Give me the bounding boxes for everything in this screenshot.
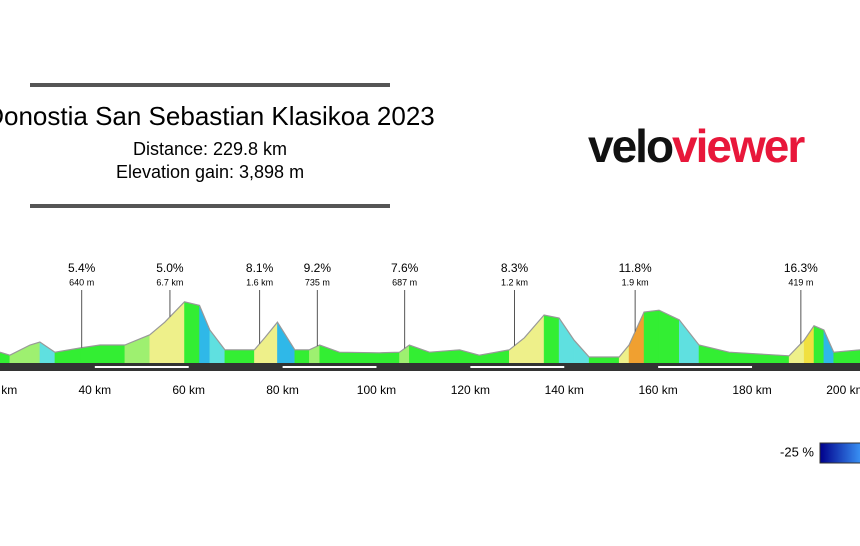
- x-tick-label: 120 km: [451, 383, 490, 397]
- chart-title: Donostia San Sebastian Klasikoa 2023: [0, 101, 435, 131]
- climb-gradient: 5.0%: [156, 261, 184, 275]
- logo: veloviewer: [588, 120, 805, 172]
- climb-length: 1.6 km: [246, 277, 273, 287]
- climb-length: 1.2 km: [501, 277, 528, 287]
- profile-segment: [99, 344, 126, 364]
- climb-gradient: 7.6%: [391, 261, 419, 275]
- climb-length: 6.7 km: [156, 277, 183, 287]
- profile-segment: [224, 349, 255, 364]
- x-tick-label: 180 km: [732, 383, 771, 397]
- subtitle: Distance: 229.8 km: [133, 139, 287, 159]
- profile-segment: [184, 301, 200, 364]
- climb-gradient: 9.2%: [304, 261, 332, 275]
- climb-length: 1.9 km: [622, 277, 649, 287]
- logo-part: viewer: [672, 120, 805, 172]
- legend-scale: [819, 442, 860, 464]
- profile-segment: [643, 309, 660, 364]
- x-tick-label: 60 km: [172, 383, 205, 397]
- x-tick-label: 20 km: [0, 383, 17, 397]
- climb-gradient: 16.3%: [784, 261, 818, 275]
- profile-segment: [294, 349, 310, 364]
- profile-segment: [379, 351, 400, 364]
- climb-length: 640 m: [69, 277, 94, 287]
- climb-gradient: 8.3%: [501, 261, 529, 275]
- profile-segment: [588, 356, 620, 364]
- x-tick-label: 80 km: [266, 383, 299, 397]
- climb-length: 735 m: [305, 277, 330, 287]
- profile-segment: [813, 325, 825, 364]
- climb-gradient: 8.1%: [246, 261, 274, 275]
- climb-gradient: 5.4%: [68, 261, 96, 275]
- profile-segment: [339, 351, 380, 364]
- x-tick-label: 140 km: [545, 383, 584, 397]
- profile-outline: [0, 301, 860, 358]
- profile-segment: [543, 314, 560, 364]
- subtitle: Elevation gain: 3,898 m: [116, 162, 304, 182]
- x-tick-label: 100 km: [357, 383, 396, 397]
- climb-length: 419 m: [788, 277, 813, 287]
- logo-part: velo: [588, 120, 673, 172]
- legend-label: -25 %: [780, 444, 814, 459]
- x-tick-label: 40 km: [78, 383, 111, 397]
- climb-gradient: 11.8%: [619, 261, 652, 275]
- x-tick-label: 160 km: [638, 383, 677, 397]
- distance-bar: [0, 363, 860, 371]
- x-tick-label: 200 km: [826, 383, 860, 397]
- climb-length: 687 m: [392, 277, 417, 287]
